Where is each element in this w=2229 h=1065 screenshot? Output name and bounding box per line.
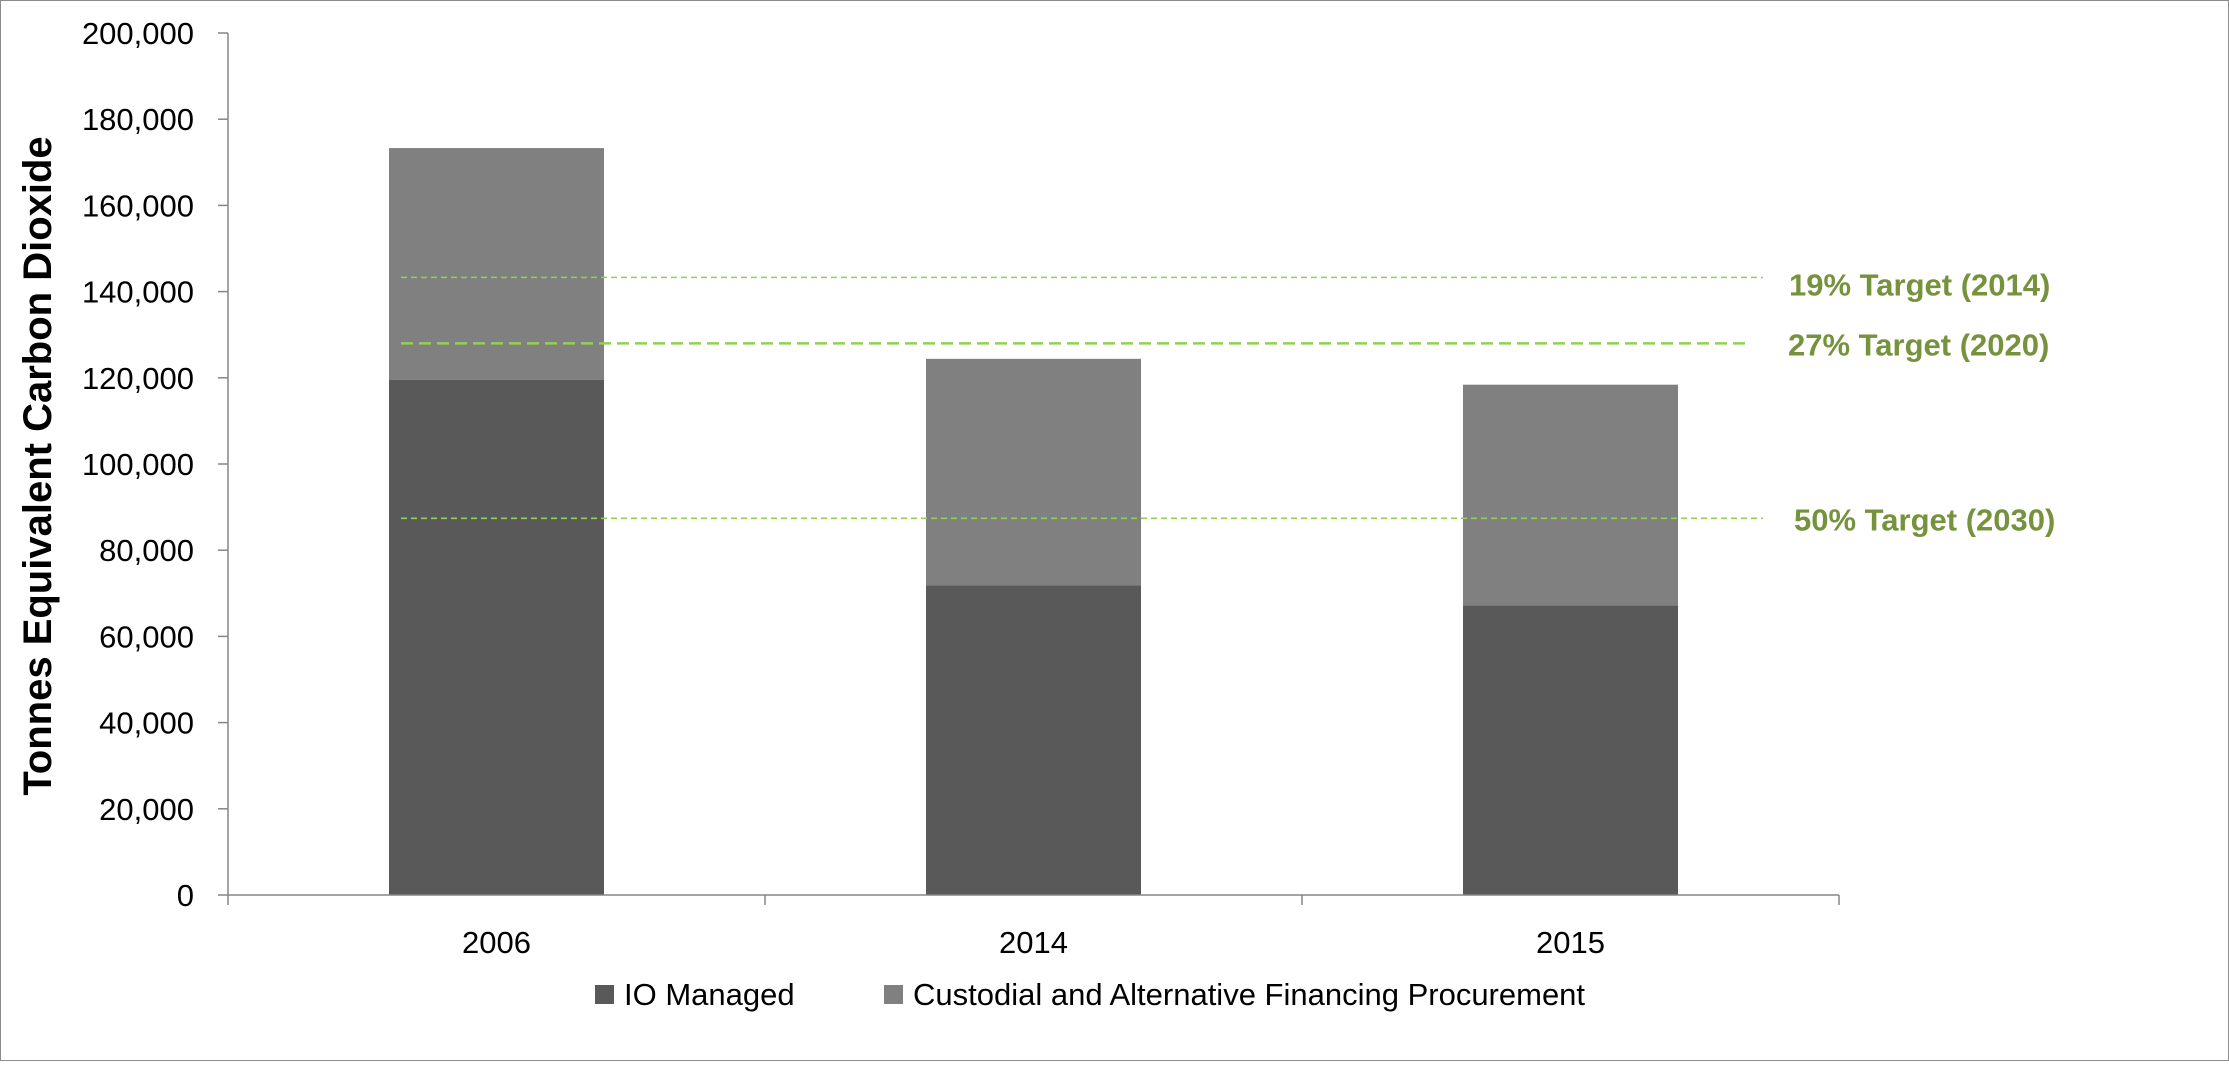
- target-label-2: 27% Target (2020): [1788, 327, 2049, 362]
- x-tick-label: 2014: [999, 925, 1068, 960]
- target-label-3: 50% Target (2030): [1794, 502, 2055, 537]
- bar-2015-series-1: [1463, 605, 1678, 895]
- bar-2006-series-1: [389, 379, 604, 896]
- y-tick-label: 20,000: [99, 792, 194, 827]
- plot-area: 19% Target (2014) 27% Target (2020) 50% Ta…: [82, 16, 2055, 1012]
- y-tick-label: 100,000: [82, 447, 194, 482]
- y-tick-label: 40,000: [99, 706, 194, 741]
- bar-2006-series-2: [389, 148, 604, 380]
- target-label-1: 19% Target (2014): [1789, 267, 2050, 302]
- y-tick-label: 160,000: [82, 188, 194, 223]
- legend-swatch-1: [595, 985, 614, 1004]
- bar-2014-series-1: [926, 585, 1141, 895]
- y-tick-label: 200,000: [82, 16, 194, 51]
- y-tick-label: 60,000: [99, 619, 194, 654]
- x-tick-label: 2015: [1536, 925, 1605, 960]
- y-tick-label: 0: [177, 878, 194, 913]
- x-tick-label: 2006: [462, 925, 531, 960]
- y-tick-label: 120,000: [82, 361, 194, 396]
- bar-2014-series-2: [926, 358, 1141, 586]
- bar-2015-series-2: [1463, 384, 1678, 606]
- legend-label-1: IO Managed: [624, 977, 795, 1012]
- y-tick-label: 140,000: [82, 275, 194, 310]
- legend-label-2: Custodial and Alternative Financing Proc…: [913, 977, 1585, 1012]
- y-tick-label: 80,000: [99, 533, 194, 568]
- y-axis-title: Tonnes Equivalent Carbon Dioxide: [16, 136, 60, 795]
- legend-swatch-2: [884, 985, 903, 1004]
- y-tick-label: 180,000: [82, 102, 194, 137]
